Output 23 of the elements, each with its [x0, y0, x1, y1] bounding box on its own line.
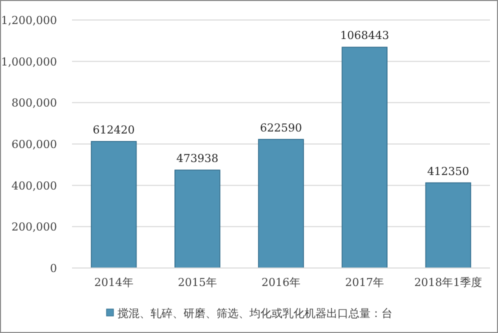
bar [90, 141, 137, 268]
x-tick-label: 2017年 [345, 276, 384, 289]
bar [342, 46, 388, 268]
x-tick-label: 2018年1季度 [414, 276, 482, 289]
bar [425, 182, 472, 268]
y-tick-label: 600,000 [12, 138, 57, 151]
bar [174, 170, 220, 268]
y-tick-label: 400,000 [12, 179, 57, 192]
data-label: 622590 [260, 121, 302, 134]
data-label: 1068443 [340, 29, 390, 42]
x-tick-label: 2014年 [94, 276, 134, 289]
data-label: 473938 [176, 152, 218, 166]
bar [258, 138, 304, 268]
y-tick-label: 1,000,000 [1, 55, 57, 68]
y-tick-label: 1,200,000 [1, 14, 57, 27]
y-tick-label: 0 [50, 262, 57, 275]
x-tick-label: 2015年 [178, 276, 217, 289]
y-tick-label: 200,000 [12, 220, 57, 234]
y-tick-label: 800,000 [12, 96, 57, 110]
x-tick-label: 2016年 [262, 276, 300, 289]
data-label: 612420 [92, 123, 135, 136]
legend-label: 搅混、轧碎、研磨、筛选、均化或乳化机器出口总量：台 [118, 307, 392, 320]
data-label: 412350 [427, 164, 470, 178]
